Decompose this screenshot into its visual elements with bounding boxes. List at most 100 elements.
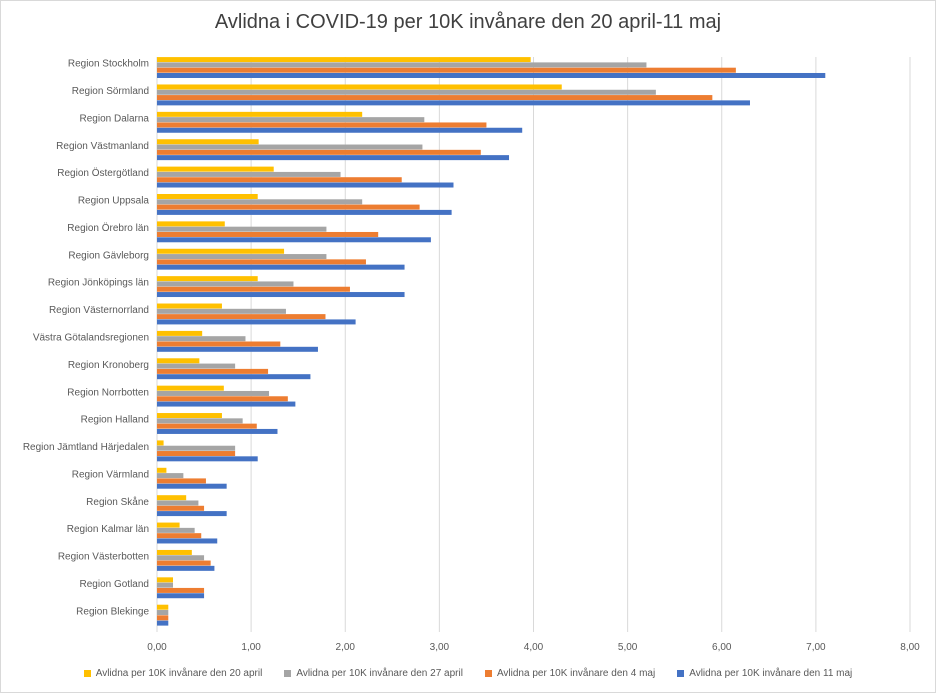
category-label: Region Östergötland xyxy=(57,167,149,179)
bar xyxy=(157,62,647,68)
bar xyxy=(157,511,227,517)
category-label: Region Kalmar län xyxy=(67,524,149,535)
bar xyxy=(157,89,656,95)
bar xyxy=(157,445,236,451)
category-label: Region Västmanland xyxy=(56,141,149,152)
bar xyxy=(157,451,236,457)
bar xyxy=(157,587,205,593)
bar xyxy=(157,555,205,561)
x-tick-labels: 0,00 1,00 2,00 3,00 4,00 5,00 6,00 7,00 8,00 xyxy=(147,642,920,653)
bar xyxy=(157,593,205,599)
bar xyxy=(157,72,826,78)
legend-label: Avlidna per 10K invånare den 4 maj xyxy=(496,668,656,679)
bar xyxy=(157,231,379,237)
bar xyxy=(157,182,454,188)
bar xyxy=(157,577,174,583)
bar xyxy=(157,473,184,479)
bar xyxy=(157,221,225,227)
bar xyxy=(157,358,200,364)
bar xyxy=(157,259,366,265)
category-label: Region Sörmland xyxy=(72,86,149,97)
bar xyxy=(157,281,294,287)
bar xyxy=(157,385,224,391)
x-tick-label: 7,00 xyxy=(806,642,826,653)
category-label: Region Gävleborg xyxy=(68,250,149,261)
bar xyxy=(157,199,363,205)
legend-swatch xyxy=(83,670,91,677)
bar xyxy=(157,401,296,407)
chart-title: Avlidna i COVID-19 per 10K invånare den … xyxy=(214,11,722,33)
bar xyxy=(157,368,269,374)
bar xyxy=(157,527,195,533)
category-label: Region Kronoberg xyxy=(68,360,149,371)
legend-swatch xyxy=(284,670,292,677)
bar xyxy=(157,292,405,298)
bar xyxy=(157,111,363,117)
bar xyxy=(157,604,169,610)
bar xyxy=(157,423,257,429)
bar xyxy=(157,582,174,588)
category-label: Region Västernorrland xyxy=(49,305,149,316)
bar xyxy=(157,615,169,621)
bar xyxy=(157,84,562,90)
bar xyxy=(157,495,187,501)
category-label: Region Dalarna xyxy=(80,113,150,124)
bar xyxy=(157,418,243,424)
bar xyxy=(157,57,531,63)
legend-item: Avlidna per 10K invånare den 4 maj xyxy=(484,668,656,679)
x-tick-label: 8,00 xyxy=(900,642,920,653)
bar xyxy=(157,149,481,155)
bar xyxy=(157,390,270,396)
bar xyxy=(157,428,278,434)
bar xyxy=(157,139,259,145)
bar xyxy=(157,248,285,254)
category-label: Region Halland xyxy=(81,415,149,426)
category-label: Region Värmland xyxy=(72,469,149,480)
bar xyxy=(157,122,487,128)
x-tick-label: 0,00 xyxy=(147,642,167,653)
bar xyxy=(157,117,425,123)
category-label: Region Uppsala xyxy=(78,196,150,207)
category-label: Region Skåne xyxy=(86,496,149,508)
bar xyxy=(157,254,327,260)
bar xyxy=(157,303,222,309)
bar xyxy=(157,363,236,369)
bar xyxy=(157,237,431,243)
legend-label: Avlidna per 10K invånare den 11 maj xyxy=(689,668,853,679)
legend-item: Avlidna per 10K invånare den 27 april xyxy=(284,668,463,679)
x-tick-label: 4,00 xyxy=(524,642,544,653)
bar xyxy=(157,440,164,446)
bar xyxy=(157,336,246,342)
bar xyxy=(157,505,205,511)
bar xyxy=(157,478,206,484)
bar xyxy=(157,144,423,150)
bar xyxy=(157,209,452,215)
bar xyxy=(157,341,281,347)
legend-swatch xyxy=(677,670,685,677)
category-label: Region Stockholm xyxy=(68,59,149,70)
bar xyxy=(157,314,326,320)
bar xyxy=(157,620,169,626)
legend: Avlidna per 10K invånare den 20 april Avl… xyxy=(1,668,935,679)
bar xyxy=(157,346,318,352)
x-tick-label: 5,00 xyxy=(618,642,638,653)
bar xyxy=(157,193,258,199)
x-tick-label: 2,00 xyxy=(336,642,356,653)
category-label: Västra Götalandsregionen xyxy=(33,333,149,344)
category-label: Region Västerbotten xyxy=(58,552,149,563)
bar xyxy=(157,171,341,177)
x-tick-label: 3,00 xyxy=(430,642,450,653)
x-tick-label: 6,00 xyxy=(712,642,732,653)
category-label: Region Gotland xyxy=(80,579,150,590)
bar xyxy=(157,308,286,314)
x-tick-label: 1,00 xyxy=(241,642,261,653)
bar xyxy=(157,374,311,380)
bar xyxy=(157,166,274,172)
category-labels: Region Stockholm Region Sörmland Region Da… xyxy=(23,59,150,618)
legend-item: Avlidna per 10K invånare den 20 april xyxy=(83,668,262,679)
bar xyxy=(157,127,523,133)
category-label: Region Jämtland Härjedalen xyxy=(23,442,149,453)
category-label: Region Jönköpings län xyxy=(48,278,149,289)
